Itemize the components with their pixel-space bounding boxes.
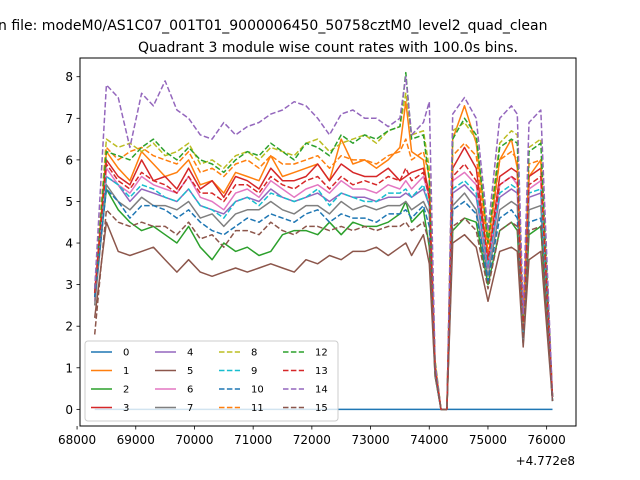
legend-label-7: 7 (187, 403, 193, 414)
legend-label-10: 10 (251, 385, 264, 396)
y-tick-label: 6 (65, 153, 73, 167)
y-tick-label: 0 (65, 403, 73, 417)
y-tick-label: 1 (65, 361, 73, 375)
chart-title: Quadrant 3 module wise count rates with … (138, 40, 518, 56)
series-line-13 (93, 163, 554, 411)
axes-frame (79, 57, 577, 427)
y-tick-label: 5 (65, 195, 73, 209)
y-axis-ticks: 0 1 2 3 4 5 6 7 8 (65, 70, 80, 417)
legend-label-1: 1 (123, 366, 129, 377)
x-axis-ticks: 68000 69000 70000 71000 72000 73000 74000 75000… (58, 426, 566, 447)
figure-suptitle: n file: modeM0/AS1C07_001T01_9000006450_… (0, 18, 547, 34)
legend-label-2: 2 (123, 385, 129, 396)
series-line-2 (93, 188, 554, 411)
x-tick-label: 71000 (234, 433, 272, 447)
x-tick-label: 70000 (175, 433, 213, 447)
series-line-14 (93, 75, 554, 411)
legend-label-11: 11 (251, 403, 264, 414)
legend-label-9: 9 (251, 366, 257, 377)
series-line-7 (93, 184, 554, 411)
legend-label-8: 8 (251, 348, 257, 359)
legend-box (84, 340, 339, 422)
x-tick-label: 68000 (58, 433, 96, 447)
x-tick-label: 75000 (469, 433, 507, 447)
legend-label-3: 3 (123, 403, 129, 414)
x-tick-label: 74000 (410, 433, 448, 447)
y-tick-label: 7 (65, 112, 73, 126)
legend-label-13: 13 (315, 366, 328, 377)
series-line-12 (93, 71, 554, 411)
x-tick-label: 72000 (293, 433, 331, 447)
x-tick-label: 73000 (351, 433, 389, 447)
legend-label-5: 5 (187, 366, 193, 377)
legend-label-4: 4 (187, 348, 193, 359)
legend-label-6: 6 (187, 385, 193, 396)
legend-label-14: 14 (315, 385, 328, 396)
legend-label-15: 15 (315, 403, 328, 414)
x-axis-offset-label: +4.772e8 (516, 454, 575, 468)
x-tick-label: 69000 (117, 433, 155, 447)
y-tick-label: 3 (65, 278, 73, 292)
y-tick-label: 4 (65, 237, 73, 251)
series-line-10 (93, 188, 554, 411)
series-layer (93, 71, 554, 411)
legend-label-12: 12 (315, 348, 328, 359)
legend-label-0: 0 (123, 348, 129, 359)
y-tick-label: 8 (65, 70, 73, 84)
y-tick-label: 2 (65, 320, 73, 334)
series-line-5 (93, 221, 554, 411)
series-line-11 (93, 138, 554, 411)
x-tick-label: 76000 (528, 433, 566, 447)
series-line-9 (93, 175, 554, 411)
